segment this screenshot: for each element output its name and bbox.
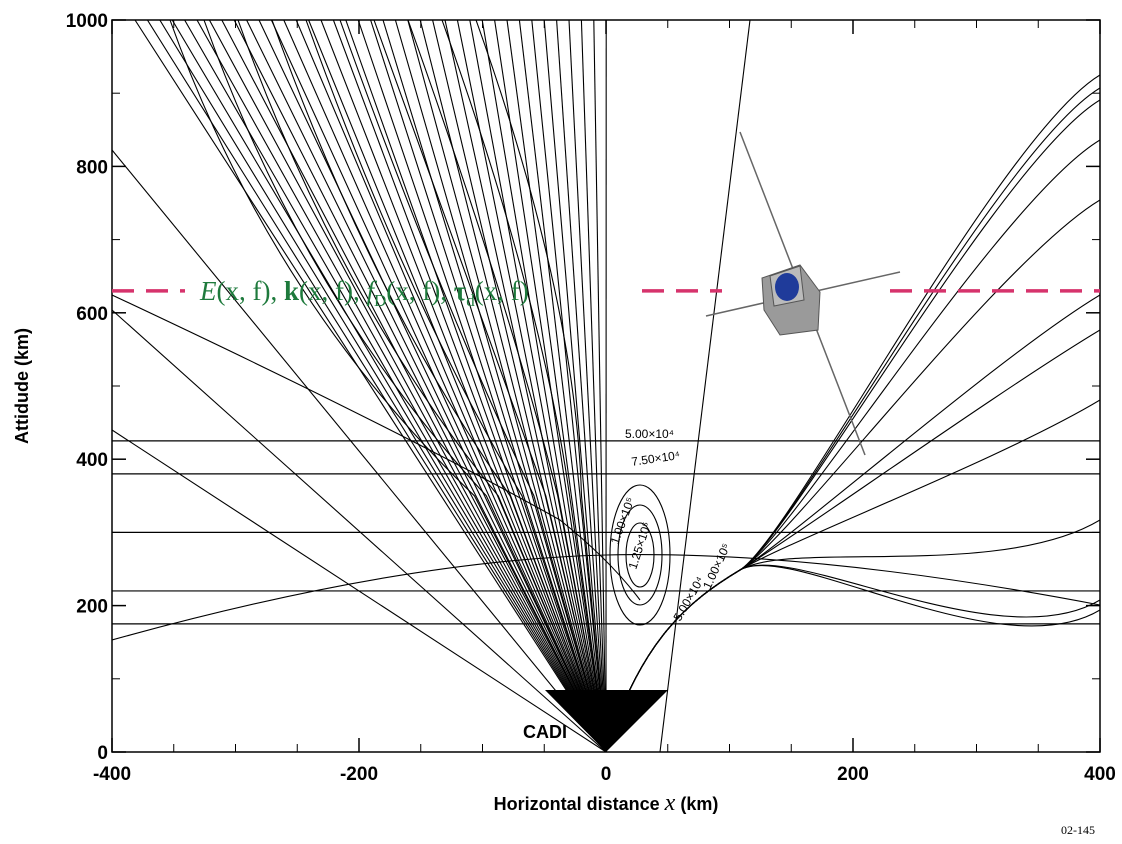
x-label-unit: (km) (680, 794, 718, 814)
ann-part: D (374, 291, 386, 310)
ray (159, 20, 607, 752)
y-axis-label: Attidude (km) (12, 328, 32, 444)
ray (320, 20, 607, 752)
ray (605, 139, 1100, 752)
ray (605, 564, 1100, 752)
ray (475, 20, 607, 752)
ann-part: (x, f), (217, 276, 284, 306)
contour-label: 1.00×10⁵ (608, 495, 638, 546)
ray (112, 309, 607, 752)
ray (605, 74, 1100, 752)
ray (270, 20, 607, 752)
satellite-icon (705, 131, 901, 456)
x-axis-label: Horizontal distance x (km) (494, 790, 719, 816)
ray (305, 20, 607, 752)
ray (481, 20, 607, 752)
ray (407, 20, 607, 752)
x-tick-label: -200 (340, 764, 378, 785)
ray (237, 20, 607, 752)
contour-label: 1.25×10⁵ (626, 520, 654, 571)
ray (308, 20, 607, 752)
contour-label: 1.00×10⁵ (700, 541, 733, 591)
ray (568, 20, 607, 752)
ann-part: k (284, 276, 299, 306)
ann-part: (x, f), (386, 276, 453, 306)
ann-part: (x, f) (475, 276, 529, 306)
y-tick-label: 200 (76, 597, 108, 618)
plot-area (112, 20, 1100, 752)
ray (659, 20, 751, 752)
x-label-text: Horizontal distance (494, 794, 660, 814)
transmitter-label: CADI (523, 722, 567, 742)
ray (208, 20, 607, 752)
ray (605, 294, 1100, 752)
ray (169, 20, 607, 752)
ray (339, 20, 607, 752)
ray (394, 20, 607, 752)
ray (357, 20, 607, 752)
ray (112, 149, 607, 752)
ray (373, 20, 607, 752)
ray (203, 20, 607, 752)
contour-label: 7.50×10⁴ (630, 448, 680, 469)
ray-fan (545, 690, 668, 752)
ray (283, 20, 607, 752)
ann-part: τ (454, 276, 467, 306)
sat-logo (775, 273, 799, 301)
x-tick-label: 200 (837, 764, 869, 785)
ray (506, 20, 607, 752)
y-tick-label: 0 (97, 743, 108, 764)
ray (196, 20, 607, 752)
ray (345, 20, 607, 752)
annotation: E(x, f), k(x, f), fD(x, f), τd(x, f) (199, 276, 529, 310)
ray (171, 20, 607, 752)
ray (605, 87, 1100, 752)
y-tick-label: 600 (76, 304, 108, 325)
ray (233, 20, 607, 752)
ann-part: d (466, 291, 475, 310)
ray (444, 20, 607, 752)
ray (258, 20, 607, 752)
ray (593, 20, 607, 752)
ray (605, 564, 1100, 752)
contour (625, 522, 655, 588)
ray (134, 20, 607, 752)
contour-label: 5.00×10⁴ (625, 427, 674, 441)
x-tick-label: 400 (1084, 764, 1116, 785)
ray (112, 294, 641, 601)
ray (112, 554, 1100, 641)
ray (605, 399, 1100, 752)
x-tick-label: 0 (601, 764, 612, 785)
x-tick-label: -400 (93, 764, 131, 785)
ray (531, 20, 607, 752)
ray (271, 20, 607, 752)
ann-part: E (199, 276, 217, 306)
ray (419, 20, 607, 752)
ray (580, 20, 607, 752)
ray (146, 20, 607, 752)
contour (609, 484, 671, 626)
ray (382, 20, 607, 752)
ray (441, 20, 607, 752)
ray (112, 429, 607, 752)
ray (246, 20, 607, 752)
x-label-var: x (664, 790, 676, 816)
ray (605, 329, 1100, 752)
y-tick-label: 1000 (66, 11, 108, 32)
ann-part: (x, f), (299, 276, 366, 306)
ray (370, 20, 607, 752)
ray (518, 20, 607, 752)
ray (407, 20, 607, 752)
ray (543, 20, 607, 752)
contour (617, 504, 663, 606)
y-tick-label: 800 (76, 157, 108, 178)
ray (556, 20, 607, 752)
y-tick-label: 400 (76, 450, 108, 471)
ann-part: f (367, 276, 378, 306)
figure-id: 02-145 (1061, 823, 1095, 837)
ray (456, 20, 607, 752)
